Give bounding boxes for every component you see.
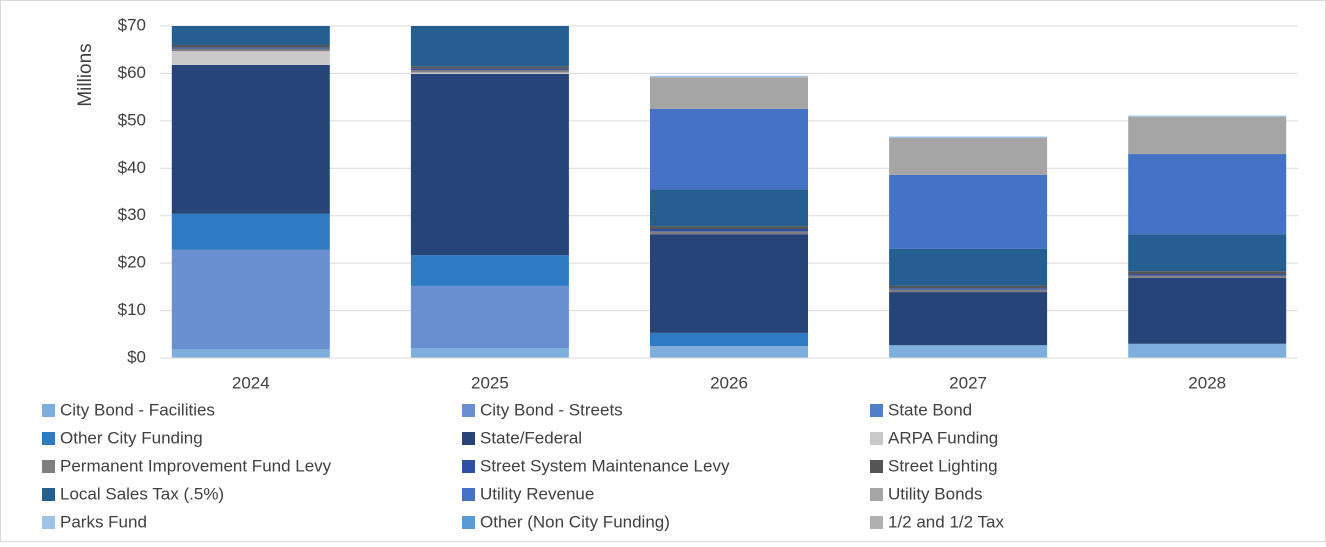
legend-swatch: [42, 516, 55, 529]
bar-segment: [1128, 154, 1287, 235]
bar-segment: [889, 248, 1048, 286]
y-tick-label: $40: [118, 158, 146, 177]
legend-swatch: [42, 460, 55, 473]
bar-segment: [1128, 343, 1287, 358]
y-tick-label: $10: [118, 300, 146, 319]
bar-segment: [889, 136, 1048, 138]
bar-segment: [1128, 234, 1287, 272]
bar-segment: [410, 73, 569, 256]
bar-segment: [410, 348, 569, 358]
legend-label: 1/2 and 1/2 Tax: [888, 512, 1004, 531]
bar-segment: [410, 66, 569, 69]
bar-segment: [171, 44, 330, 48]
bar-segment: [171, 51, 330, 65]
x-tick-label: 2025: [471, 373, 509, 392]
bar-segment: [171, 348, 330, 358]
legend-label: Other City Funding: [60, 428, 203, 447]
bar-segment: [410, 70, 569, 73]
bar-segment: [1128, 277, 1287, 344]
bar-segment: [650, 228, 808, 232]
legend-label: Other (Non City Funding): [480, 512, 670, 531]
bar-segment: [171, 26, 330, 45]
bar-segment: [650, 231, 808, 235]
bar-segment: [650, 75, 808, 78]
bar-segment: [410, 68, 569, 71]
bar-segment: [1128, 115, 1287, 118]
bar-segment: [889, 345, 1048, 358]
legend-label: Street System Maintenance Levy: [480, 456, 730, 475]
y-tick-label: $70: [118, 15, 146, 34]
bar-segment: [650, 346, 808, 358]
bar-segment: [650, 109, 808, 190]
legend-label: Local Sales Tax (.5%): [60, 484, 224, 503]
x-tick-label: 2028: [1188, 373, 1226, 392]
legend-label: Permanent Improvement Fund Levy: [60, 456, 332, 475]
legend-swatch: [870, 488, 883, 501]
bar-segment: [650, 332, 808, 347]
x-tick-label: 2024: [232, 373, 270, 392]
bar-segment: [650, 189, 808, 227]
legend-swatch: [462, 488, 475, 501]
bar-segment: [171, 64, 330, 214]
legend-swatch: [870, 432, 883, 445]
legend-label: City Bond - Facilities: [60, 400, 215, 419]
bar-segment: [1128, 274, 1287, 276]
bar-segment: [889, 285, 1048, 289]
bar-segment: [889, 289, 1048, 293]
bar-segment: [410, 285, 569, 349]
legend-swatch: [462, 516, 475, 529]
bar-segment: [1128, 275, 1287, 278]
y-tick-label: $50: [118, 110, 146, 129]
bar-segment: [650, 234, 808, 333]
legend-swatch: [42, 432, 55, 445]
y-tick-label: $20: [118, 253, 146, 272]
legend-label: Utility Bonds: [888, 484, 982, 503]
legend-swatch: [42, 404, 55, 417]
y-axis-label: Millions: [75, 43, 96, 106]
bar-segment: [410, 72, 569, 74]
bar-segment: [650, 226, 808, 229]
legend-label: City Bond - Streets: [480, 400, 623, 419]
legend-label: ARPA Funding: [888, 428, 998, 447]
legend-label: Street Lighting: [888, 456, 998, 475]
legend-label: Parks Fund: [60, 512, 147, 531]
bar-segment: [171, 47, 330, 49]
x-tick-label: 2027: [949, 373, 987, 392]
bar-segment: [1128, 117, 1287, 155]
legend-swatch: [870, 404, 883, 417]
legend-label: State Bond: [888, 400, 972, 419]
bar-segment: [171, 48, 330, 52]
bar-segment: [171, 213, 330, 250]
bar-segment: [171, 249, 330, 349]
bar-segment: [410, 255, 569, 286]
legend-swatch: [462, 460, 475, 473]
legend-swatch: [42, 488, 55, 501]
legend-swatch: [462, 432, 475, 445]
bar-segment: [410, 26, 569, 67]
legend-swatch: [870, 516, 883, 529]
y-tick-label: $30: [118, 205, 146, 224]
y-tick-label: $60: [118, 63, 146, 82]
bar-segment: [889, 292, 1048, 346]
bar-segment: [889, 288, 1048, 290]
bar-segment: [650, 77, 808, 109]
legend-label: State/Federal: [480, 428, 582, 447]
bar-segment: [889, 137, 1048, 175]
legend-swatch: [870, 460, 883, 473]
legend-swatch: [462, 404, 475, 417]
y-tick-label: $0: [127, 347, 146, 366]
bar-segment: [889, 174, 1048, 249]
legend-label: Utility Revenue: [480, 484, 594, 503]
bar-segment: [1128, 271, 1287, 275]
x-tick-label: 2026: [710, 373, 748, 392]
